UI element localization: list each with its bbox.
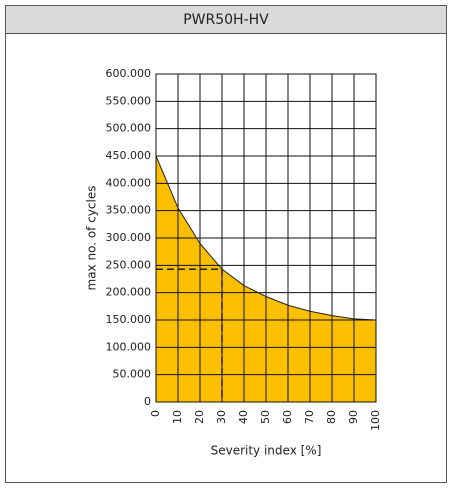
x-tick-label: 80 [325,410,338,424]
x-tick-label: 60 [281,410,294,424]
plot-border [155,73,377,403]
x-tick-label: 100 [369,410,382,431]
x-tick-label: 40 [237,410,250,424]
y-tick-label: 600.000 [106,67,152,80]
x-tick-label: 10 [171,410,184,424]
y-tick-label: 250.000 [106,258,152,271]
x-tick-label: 20 [193,410,206,424]
y-tick-label: 400.000 [106,176,152,189]
y-tick-label: 350.000 [106,204,152,217]
y-tick-label: 200.000 [106,286,152,299]
x-tick-label: 90 [347,410,360,424]
x-tick-label: 0 [149,410,162,417]
y-axis-label: max no. of cycles [85,186,99,291]
y-tick-label: 450.000 [106,149,152,162]
y-tick-label: 550.000 [106,94,152,107]
x-tick-label: 30 [215,410,228,424]
y-tick-label: 500.000 [106,122,152,135]
y-tick-label: 0 [144,395,151,408]
header [5,5,447,34]
area [156,156,376,402]
y-tick-label: 50.000 [113,368,152,381]
x-tick-label: 70 [303,410,316,424]
y-tick-label: 150.000 [106,313,152,326]
y-tick-label: 300.000 [106,231,152,244]
frame [5,5,447,483]
x-tick-label: 50 [259,410,272,424]
curve [155,155,377,321]
chart-title: PWR50H-HV [183,12,269,28]
x-axis-label: Severity index [%] [211,444,322,458]
y-tick-label: 100.000 [106,340,152,353]
